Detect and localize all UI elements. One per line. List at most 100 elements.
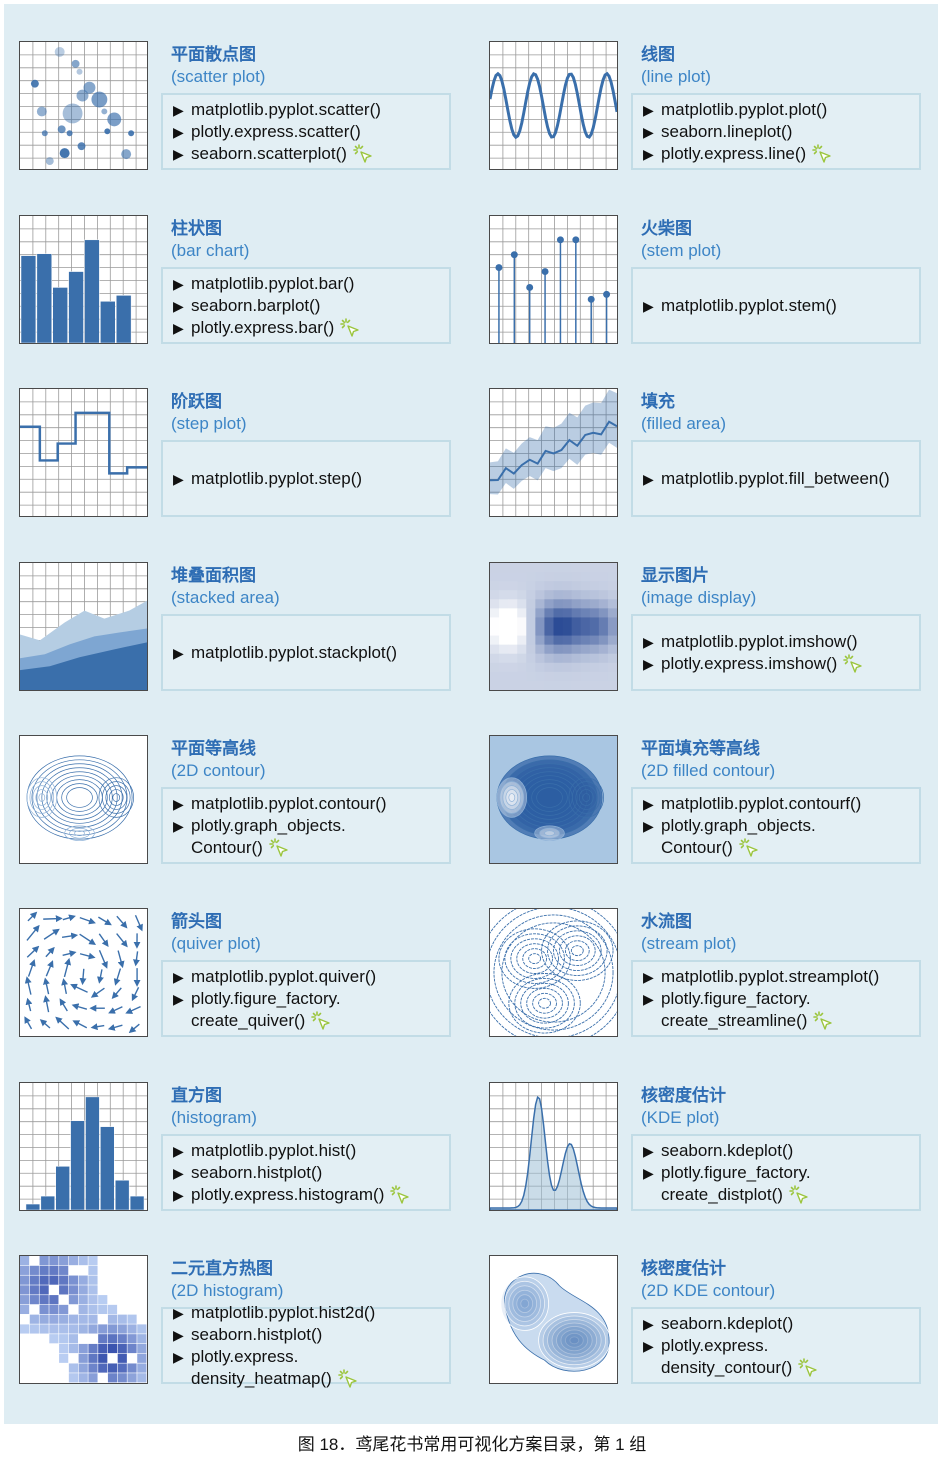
bullet-triangle-icon: ▶: [173, 1304, 184, 1321]
plot-title: 二元直方热图: [171, 1259, 273, 1278]
function-name: plotly.express.bar(): [191, 317, 335, 337]
bullet-triangle-icon: ▶: [643, 1142, 654, 1159]
click-cursor-icon: [269, 837, 289, 858]
function-item: create_quiver(): [173, 1010, 449, 1032]
bullet-triangle-icon: ▶: [173, 1348, 184, 1365]
function-name: plotly.express.imshow(): [661, 653, 838, 673]
function-item: create_streamline(): [643, 1010, 919, 1032]
kde-icon: [489, 1082, 618, 1211]
function-name: matplotlib.pyplot.streamplot(): [661, 966, 880, 986]
plot-title: 柱状图: [171, 219, 222, 238]
function-item: ▶ matplotlib.pyplot.plot(): [643, 99, 919, 121]
scatter-icon: [19, 41, 148, 170]
function-name: plotly.graph_objects.: [661, 815, 816, 835]
function-name: plotly.figure_factory.: [191, 988, 341, 1008]
function-item: ▶ plotly.figure_factory.: [173, 988, 449, 1010]
function-name: matplotlib.pyplot.bar(): [191, 273, 355, 293]
plot-subtitle: (KDE plot): [641, 1108, 720, 1127]
function-name: plotly.figure_factory.: [661, 1162, 811, 1182]
plot-title: 阶跃图: [171, 392, 222, 411]
function-item: ▶ seaborn.kdeplot(): [643, 1140, 919, 1162]
function-item: ▶ matplotlib.pyplot.bar(): [173, 273, 449, 295]
bullet-triangle-icon: ▶: [643, 1164, 654, 1181]
bullet-triangle-icon: ▶: [643, 655, 654, 672]
function-list-box: ▶ matplotlib.pyplot.step(): [161, 440, 451, 517]
function-item: ▶ matplotlib.pyplot.streamplot(): [643, 966, 919, 988]
click-cursor-icon: [338, 1368, 358, 1389]
quiver-icon: [19, 908, 148, 1037]
plot-subtitle: (2D filled contour): [641, 761, 776, 780]
function-name: matplotlib.pyplot.hist(): [191, 1140, 357, 1160]
contourf-icon: [489, 735, 618, 864]
bullet-triangle-icon: ▶: [643, 817, 654, 834]
function-item: ▶ matplotlib.pyplot.step(): [173, 468, 449, 490]
plot-title: 堆叠面积图: [171, 566, 256, 585]
function-item: ▶ matplotlib.pyplot.hist(): [173, 1140, 449, 1162]
function-name: matplotlib.pyplot.contour(): [191, 793, 387, 813]
function-name: Contour(): [661, 837, 733, 857]
click-cursor-icon: [340, 317, 360, 338]
bullet-triangle-icon: ▶: [643, 1337, 654, 1354]
plot-subtitle: (2D contour): [171, 761, 266, 780]
click-cursor-icon: [843, 653, 863, 674]
bullet-triangle-icon: ▶: [643, 1315, 654, 1332]
function-name: plotly.graph_objects.: [191, 815, 346, 835]
function-item: ▶ seaborn.histplot(): [173, 1162, 449, 1184]
function-name: Contour(): [191, 837, 263, 857]
function-item: ▶ seaborn.kdeplot(): [643, 1313, 919, 1335]
function-item: ▶ matplotlib.pyplot.quiver(): [173, 966, 449, 988]
function-list-box: ▶ matplotlib.pyplot.contourf() ▶ plotly.gra…: [631, 787, 921, 864]
function-list-box: ▶ seaborn.kdeplot() ▶ plotly.figure_factory…: [631, 1134, 921, 1211]
bullet-triangle-icon: ▶: [173, 319, 184, 336]
plot-subtitle: (image display): [641, 588, 757, 607]
plot-subtitle: (bar chart): [171, 241, 250, 260]
line-icon: [489, 41, 618, 170]
kde2d-icon: [489, 1255, 618, 1384]
plot-subtitle: (2D histogram): [171, 1281, 284, 1300]
function-item: ▶ matplotlib.pyplot.stackplot(): [173, 642, 449, 664]
function-item: ▶ seaborn.lineplot(): [643, 121, 919, 143]
click-cursor-icon: [813, 1010, 833, 1031]
function-name: seaborn.lineplot(): [661, 121, 793, 141]
click-cursor-icon: [390, 1184, 410, 1205]
click-cursor-icon: [311, 1010, 331, 1031]
function-list-box: ▶ matplotlib.pyplot.plot() ▶ seaborn.linepl…: [631, 93, 921, 170]
function-list-box: ▶ matplotlib.pyplot.quiver() ▶ plotly.figur…: [161, 960, 451, 1037]
function-name: matplotlib.pyplot.scatter(): [191, 99, 381, 119]
function-name: plotly.express.scatter(): [191, 121, 361, 141]
function-item: density_contour(): [643, 1357, 919, 1379]
function-item: ▶ plotly.figure_factory.: [643, 988, 919, 1010]
function-list-box: ▶ matplotlib.pyplot.hist2d() ▶ seaborn.hist…: [161, 1303, 451, 1388]
bullet-triangle-icon: ▶: [643, 145, 654, 162]
bullet-triangle-icon: ▶: [173, 1164, 184, 1181]
contour-icon: [19, 735, 148, 864]
bullet-triangle-icon: ▶: [643, 795, 654, 812]
function-name: matplotlib.pyplot.fill_between(): [661, 468, 890, 488]
function-item: ▶ plotly.figure_factory.: [643, 1162, 919, 1184]
bullet-triangle-icon: ▶: [173, 1326, 184, 1343]
function-name: seaborn.barplot(): [191, 295, 321, 315]
function-item: ▶ seaborn.barplot(): [173, 295, 449, 317]
stem-icon: [489, 215, 618, 344]
function-item: density_heatmap(): [173, 1368, 449, 1390]
plot-subtitle: (quiver plot): [171, 934, 261, 953]
function-item: ▶ matplotlib.pyplot.stem(): [643, 295, 919, 317]
function-item: ▶ plotly.express.line(): [643, 143, 919, 165]
function-name: matplotlib.pyplot.stem(): [661, 295, 837, 315]
plot-title: 直方图: [171, 1086, 222, 1105]
function-list-box: ▶ seaborn.kdeplot() ▶ plotly.express. densit…: [631, 1307, 921, 1384]
plot-subtitle: (step plot): [171, 414, 247, 433]
plot-title: 填充: [641, 392, 675, 411]
function-list-box: ▶ matplotlib.pyplot.fill_between(): [631, 440, 921, 517]
bullet-triangle-icon: ▶: [173, 123, 184, 140]
function-item: ▶ plotly.express.: [643, 1335, 919, 1357]
plot-title: 线图: [641, 45, 675, 64]
function-item: create_distplot(): [643, 1184, 919, 1206]
bullet-triangle-icon: ▶: [173, 644, 184, 661]
function-name: plotly.express.line(): [661, 143, 807, 163]
bullet-triangle-icon: ▶: [643, 470, 654, 487]
function-item: ▶ seaborn.scatterplot(): [173, 143, 449, 165]
function-name: create_streamline(): [661, 1010, 808, 1030]
function-name: create_quiver(): [191, 1010, 306, 1030]
bullet-triangle-icon: ▶: [173, 145, 184, 162]
